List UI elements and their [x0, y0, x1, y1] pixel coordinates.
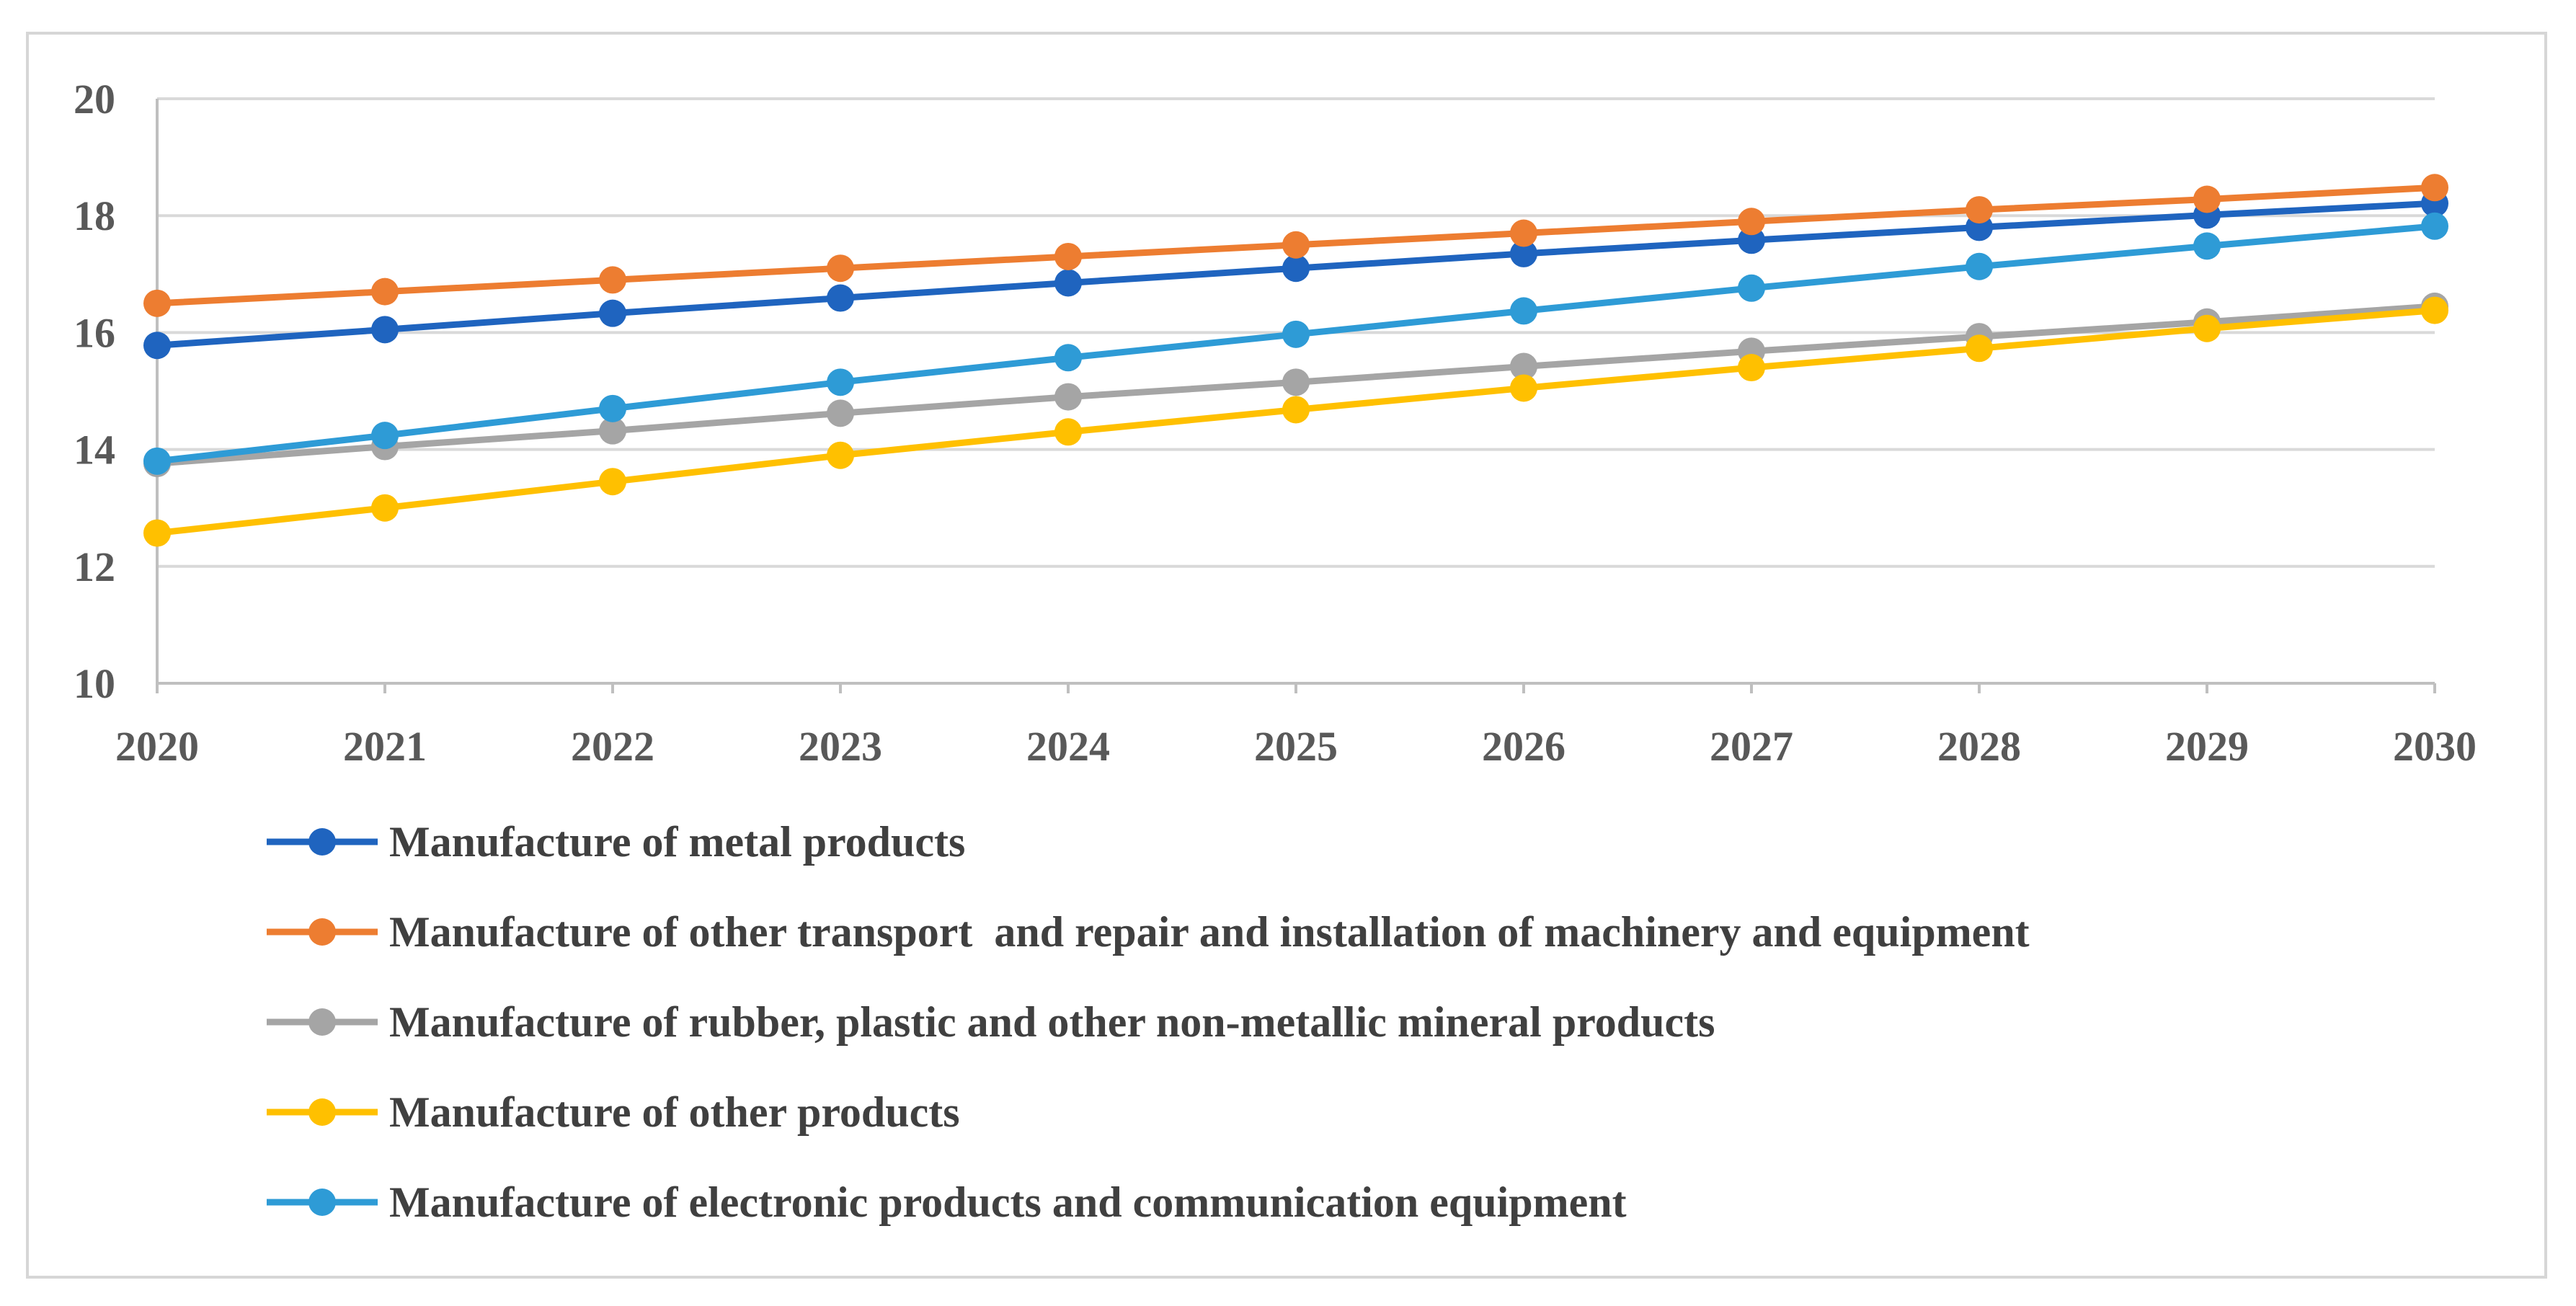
legend-swatch-marker [308, 918, 336, 946]
data-point [143, 289, 171, 317]
data-point [2421, 174, 2448, 202]
legend-label: Manufacture of other products [389, 1088, 960, 1136]
legend-swatch-marker [308, 828, 336, 856]
y-tick-label: 12 [74, 543, 115, 590]
data-point [1054, 269, 1082, 297]
data-point [143, 519, 171, 547]
gridlines [157, 97, 2435, 568]
legend-label: Manufacture of rubber, plastic and other… [389, 998, 1715, 1046]
x-tick-label: 2028 [1937, 723, 2021, 770]
data-point [2193, 232, 2221, 260]
legend-item-4: Manufacture of other products [267, 1088, 960, 1136]
series-group [143, 174, 2448, 547]
data-point [371, 494, 399, 522]
data-point [1510, 352, 1537, 381]
data-point [1966, 334, 1993, 363]
x-tick-label: 2026 [1482, 723, 1565, 770]
x-tick-label: 2020 [115, 723, 199, 770]
data-point [827, 441, 854, 469]
data-point [1054, 344, 1082, 372]
data-point [2193, 185, 2221, 213]
y-tick-label: 10 [74, 660, 115, 707]
legend-swatch-marker [308, 1189, 336, 1216]
data-point [1510, 374, 1537, 402]
data-point [599, 468, 626, 496]
data-point [1054, 418, 1082, 446]
data-point [143, 447, 171, 475]
legend-label: Manufacture of metal products [389, 818, 965, 866]
data-point [1738, 354, 1765, 382]
data-point [2193, 314, 2221, 342]
data-point [371, 277, 399, 306]
x-tick-label: 2025 [1254, 723, 1338, 770]
data-point [1282, 231, 1310, 259]
x-tick-label: 2022 [571, 723, 654, 770]
data-point [599, 417, 626, 445]
legend-item-3: Manufacture of rubber, plastic and other… [267, 998, 1715, 1046]
data-point [1282, 368, 1310, 396]
data-point [1510, 297, 1537, 325]
x-tick-label: 2027 [1710, 723, 1793, 770]
data-point [1510, 219, 1537, 247]
legend-label: Manufacture of electronic products and c… [389, 1178, 1627, 1226]
data-point [1738, 208, 1765, 236]
x-tick-label: 2023 [799, 723, 882, 770]
data-point [1738, 274, 1765, 302]
x-tick-label: 2021 [343, 723, 427, 770]
series-4 [143, 296, 2448, 547]
legend-swatch-marker [308, 1098, 336, 1126]
data-point [827, 284, 854, 312]
y-tick-label: 14 [74, 427, 115, 474]
x-tick-label: 2024 [1026, 723, 1110, 770]
data-point [827, 399, 854, 427]
data-point [827, 254, 854, 283]
legend: Manufacture of metal products Manufacture… [267, 818, 2030, 1226]
y-tick-label: 18 [74, 192, 115, 239]
data-point [2421, 212, 2448, 240]
series-5 [143, 212, 2448, 475]
legend-label: Manufacture of other transport and repai… [389, 908, 2030, 956]
data-point [371, 316, 399, 344]
data-point [827, 368, 854, 396]
legend-item-1: Manufacture of metal products [267, 818, 965, 866]
series-2 [143, 174, 2448, 317]
data-point [1510, 239, 1537, 267]
x-tick-label: 2029 [2165, 723, 2249, 770]
data-point [1282, 320, 1310, 348]
data-point [1054, 383, 1082, 411]
data-point [143, 332, 171, 360]
data-point [599, 394, 626, 422]
legend-item-2: Manufacture of other transport and repai… [267, 908, 2030, 956]
data-point [1966, 252, 1993, 280]
y-tick-label: 20 [74, 76, 115, 123]
legend-item-5: Manufacture of electronic products and c… [267, 1178, 1627, 1226]
data-point [2421, 296, 2448, 324]
data-point [371, 422, 399, 450]
y-tick-labels: 10 12 14 16 18 20 [74, 76, 115, 707]
axes [156, 99, 2436, 693]
data-point [1054, 242, 1082, 270]
data-point [1282, 254, 1310, 283]
x-tick-label: 2030 [2393, 723, 2477, 770]
x-tick-labels: 2020 2021 2022 2023 2024 2025 2026 2027 2028 2029… [115, 723, 2477, 770]
data-point [1966, 196, 1993, 224]
data-point [599, 266, 626, 294]
y-tick-label: 16 [74, 309, 115, 356]
data-point [599, 299, 626, 327]
legend-swatch-marker [308, 1008, 336, 1036]
data-point [1282, 396, 1310, 424]
